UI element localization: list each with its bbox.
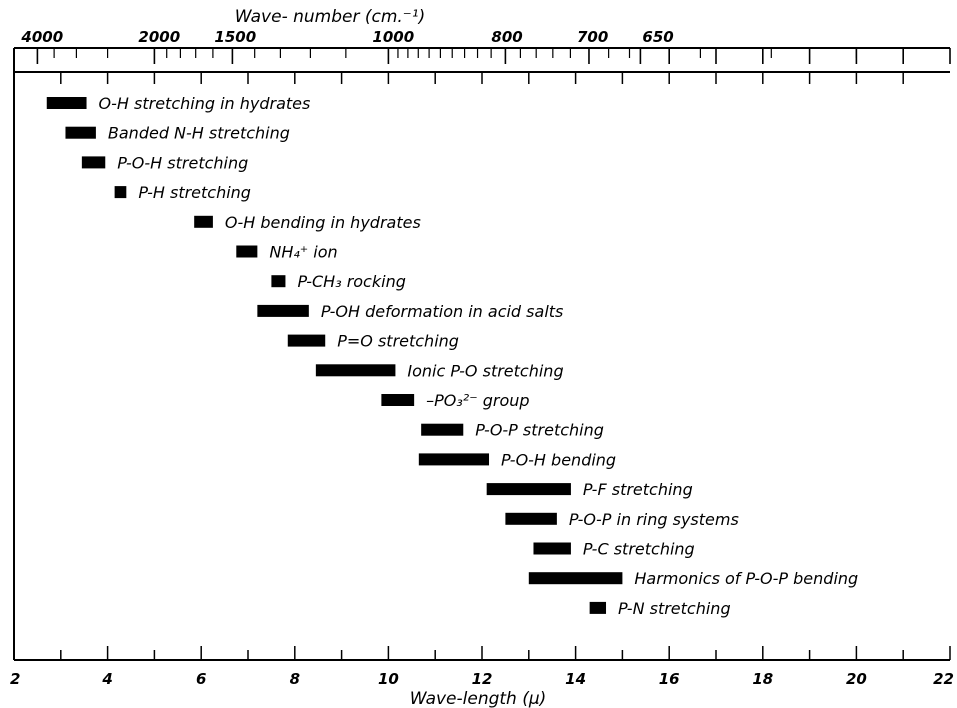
- range-label: P-H stretching: [138, 183, 251, 202]
- range-bar: [528, 572, 623, 585]
- range-bar: [533, 542, 571, 555]
- range-bar: [505, 512, 557, 525]
- range-bar: [421, 423, 464, 436]
- range-label: P-N stretching: [618, 599, 731, 618]
- x-axis-title: Wave-length (μ): [410, 689, 547, 708]
- range-label: P-O-P stretching: [475, 421, 604, 440]
- range-label: P-F stretching: [583, 480, 693, 499]
- range-label: P-C stretching: [583, 540, 695, 559]
- range-bar: [418, 453, 490, 466]
- range-bar: [236, 245, 258, 258]
- top-axis-title: Wave- number (cm.⁻¹): [235, 7, 425, 27]
- range-label: –PO₃²⁻ group: [426, 391, 529, 410]
- range-label: P-O-H bending: [501, 450, 616, 469]
- range-bar: [194, 215, 213, 228]
- range-label: P-CH₃ rocking: [297, 272, 405, 291]
- range-label: O-H stretching in hydrates: [99, 94, 311, 113]
- range-label: P-O-P in ring systems: [569, 510, 739, 529]
- x-tick-label: 18: [752, 670, 773, 688]
- x-tick-label: 8: [290, 670, 300, 688]
- top-tick-label: 1500: [214, 28, 256, 46]
- top-tick-label: 1000: [372, 28, 414, 46]
- x-tick-label: 14: [565, 670, 586, 688]
- range-label: P=O stretching: [337, 332, 459, 351]
- x-tick-label: 16: [659, 670, 680, 688]
- range-bar: [114, 186, 127, 199]
- x-tick-label: 6: [196, 670, 206, 688]
- range-bar: [65, 126, 96, 139]
- range-label: P-O-H stretching: [117, 153, 248, 172]
- top-tick-label: 2000: [138, 28, 180, 46]
- range-label: NH₄⁺ ion: [269, 243, 337, 262]
- range-label: P-OH deformation in acid salts: [321, 302, 564, 321]
- top-tick-label: 700: [577, 28, 608, 46]
- top-axis: 4000 2000 1500 1000 800 700 650: [14, 28, 951, 84]
- range-bar: [46, 97, 87, 109]
- range-bar: [271, 275, 286, 288]
- x-tick-label: 20: [846, 670, 867, 688]
- x-tick-label: 22: [933, 670, 954, 688]
- x-tick-label: 12: [472, 670, 493, 688]
- range-label: Ionic P-O stretching: [407, 361, 563, 380]
- top-tick-label: 650: [642, 28, 673, 46]
- range-bar: [257, 304, 309, 317]
- x-tick-label: 2: [10, 670, 20, 688]
- range-bar: [589, 601, 607, 614]
- bottom-axis: 2 4 6 8 10 12 14 16 18 20 22: [10, 646, 954, 688]
- range-label: O-H bending in hydrates: [225, 213, 421, 232]
- range-bar: [315, 364, 396, 377]
- top-tick-label: 800: [491, 28, 522, 46]
- x-tick-label: 10: [378, 670, 399, 688]
- range-label: Banded N-H stretching: [108, 124, 290, 143]
- bars-group: O-H stretching in hydrates Banded N-H str…: [46, 94, 858, 618]
- range-bar: [486, 483, 571, 496]
- range-bar: [381, 394, 415, 406]
- range-label: Harmonics of P-O-P bending: [634, 569, 858, 588]
- x-tick-label: 4: [101, 670, 112, 688]
- range-bar: [81, 156, 106, 169]
- range-bar: [287, 334, 326, 347]
- top-tick-label: 4000: [20, 28, 63, 46]
